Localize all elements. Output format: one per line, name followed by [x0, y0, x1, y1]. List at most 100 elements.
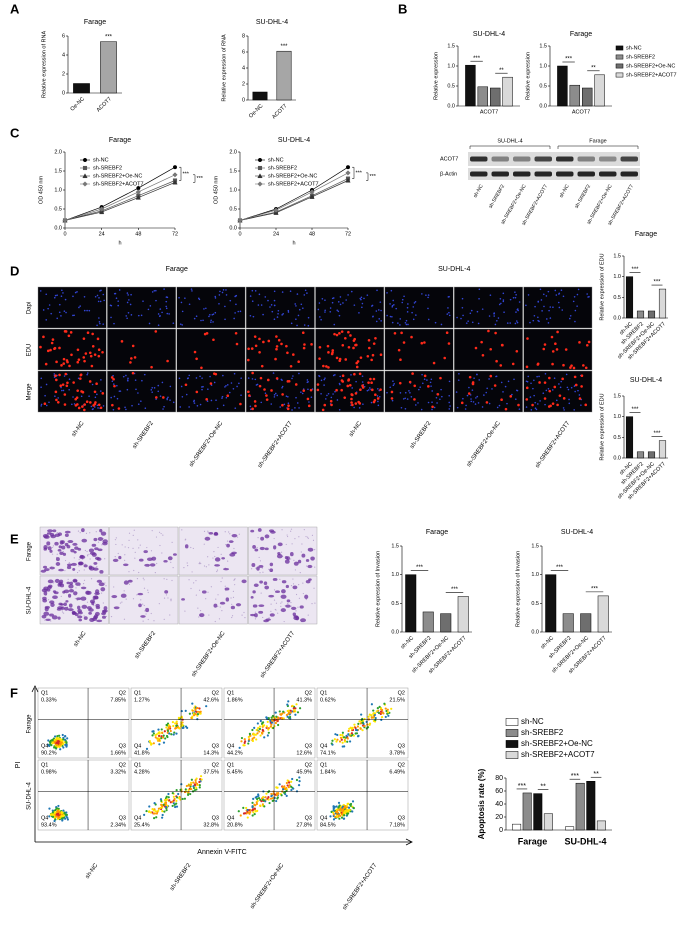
- pore: [78, 570, 80, 572]
- nucleus: [330, 396, 333, 399]
- invading-cell: [81, 538, 88, 543]
- nucleus: [460, 317, 462, 320]
- nucleus: [507, 380, 510, 383]
- event: [255, 795, 258, 798]
- event: [187, 788, 190, 792]
- nucleus: [199, 375, 201, 378]
- micrograph: [523, 286, 593, 329]
- y-axis-label: OD 450 nm: [213, 176, 219, 205]
- event: [266, 720, 269, 724]
- y-tick-label: 40: [495, 801, 503, 808]
- nucleus: [162, 408, 164, 410]
- edu-cell: [64, 372, 68, 376]
- pore: [137, 539, 139, 541]
- event: [290, 788, 293, 792]
- invading-cell: [172, 553, 177, 556]
- event: [166, 735, 169, 739]
- bar: [440, 613, 452, 633]
- event: [349, 804, 352, 807]
- pore: [262, 616, 264, 619]
- event: [63, 812, 66, 815]
- pore: [214, 620, 216, 623]
- invading-cell: [149, 563, 156, 567]
- event: [270, 723, 273, 726]
- nucleus: [252, 315, 255, 318]
- event: [173, 731, 176, 734]
- event: [243, 738, 246, 741]
- quadrant-value: 74.1%: [320, 750, 336, 756]
- event: [372, 712, 375, 715]
- pore: [290, 585, 293, 587]
- event: [287, 700, 290, 703]
- nucleus: [380, 309, 382, 312]
- pore: [44, 619, 46, 621]
- nucleus: [318, 302, 321, 304]
- event: [348, 727, 351, 730]
- legend-label: sh-SREBF2+ACOT7: [521, 750, 595, 759]
- chart-title: Farage: [84, 19, 106, 26]
- nucleus: [224, 386, 226, 388]
- pore: [56, 531, 58, 534]
- invading-cell: [63, 606, 69, 611]
- invading-cell: [181, 598, 186, 601]
- edu-cell: [68, 364, 71, 368]
- edu-cell: [471, 381, 475, 384]
- pore: [82, 583, 85, 585]
- nucleus: [380, 320, 382, 322]
- invading-cell: [64, 533, 69, 537]
- invading-cell: [214, 564, 221, 567]
- edu-cell: [551, 362, 554, 366]
- line: [64, 182, 176, 221]
- legend-label: sh-SREBF2: [268, 165, 297, 171]
- bar: [533, 793, 543, 831]
- edu-cell: [369, 377, 372, 381]
- pore: [262, 571, 264, 573]
- pore: [73, 557, 75, 559]
- nucleus: [324, 309, 326, 312]
- edu-cell: [326, 344, 330, 348]
- pore: [158, 603, 160, 605]
- nucleus: [53, 296, 56, 299]
- nucleus: [234, 407, 237, 409]
- micrograph: [454, 286, 523, 329]
- event: [338, 804, 341, 807]
- edu-cell: [251, 407, 254, 411]
- event: [354, 726, 357, 730]
- pore: [302, 582, 304, 584]
- nucleus: [225, 385, 227, 387]
- blot-row-label: ACOT7: [440, 156, 458, 162]
- nucleus: [135, 388, 137, 391]
- nucleus: [324, 377, 326, 379]
- nucleus: [161, 381, 164, 384]
- invading-cell: [66, 581, 71, 585]
- nucleus: [126, 292, 129, 294]
- edu-cell: [235, 342, 239, 346]
- invading-cell: [251, 562, 256, 568]
- event: [253, 736, 256, 739]
- nucleus: [377, 388, 379, 390]
- invading-cell: [137, 592, 144, 596]
- event: [339, 733, 342, 737]
- pore: [132, 598, 135, 600]
- pore: [52, 545, 55, 547]
- line: [239, 180, 349, 221]
- y-tick-label: 0: [242, 97, 245, 103]
- panel-label: C: [10, 125, 20, 140]
- nucleus: [466, 394, 469, 397]
- blot-band: [620, 156, 638, 162]
- event: [377, 711, 381, 715]
- pore: [119, 602, 122, 604]
- marker: [82, 157, 88, 163]
- event: [335, 740, 338, 743]
- quadrant-value: 37.5%: [203, 769, 219, 775]
- pore: [163, 597, 166, 599]
- pore: [132, 547, 134, 550]
- nucleus: [558, 383, 560, 385]
- event: [145, 809, 148, 813]
- event: [154, 736, 157, 739]
- invading-cell: [292, 612, 297, 616]
- invading-cell: [45, 618, 51, 621]
- invading-cell: [74, 546, 79, 550]
- pore: [290, 530, 292, 532]
- marker: [82, 173, 88, 179]
